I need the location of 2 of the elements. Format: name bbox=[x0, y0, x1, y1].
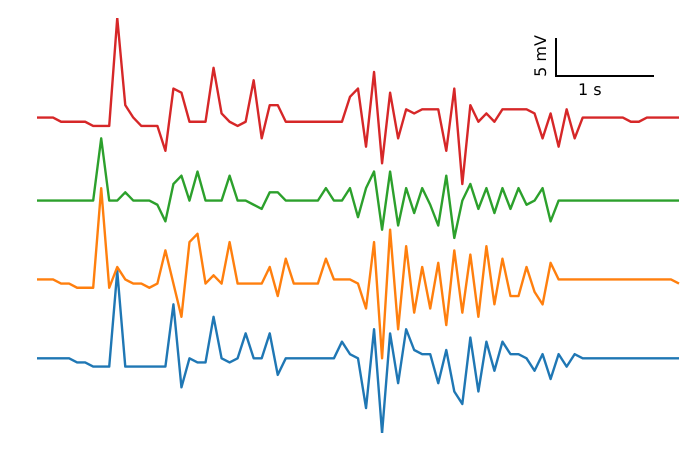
annotation: 1 s bbox=[578, 80, 602, 99]
annotation: 5 mV bbox=[530, 35, 550, 77]
